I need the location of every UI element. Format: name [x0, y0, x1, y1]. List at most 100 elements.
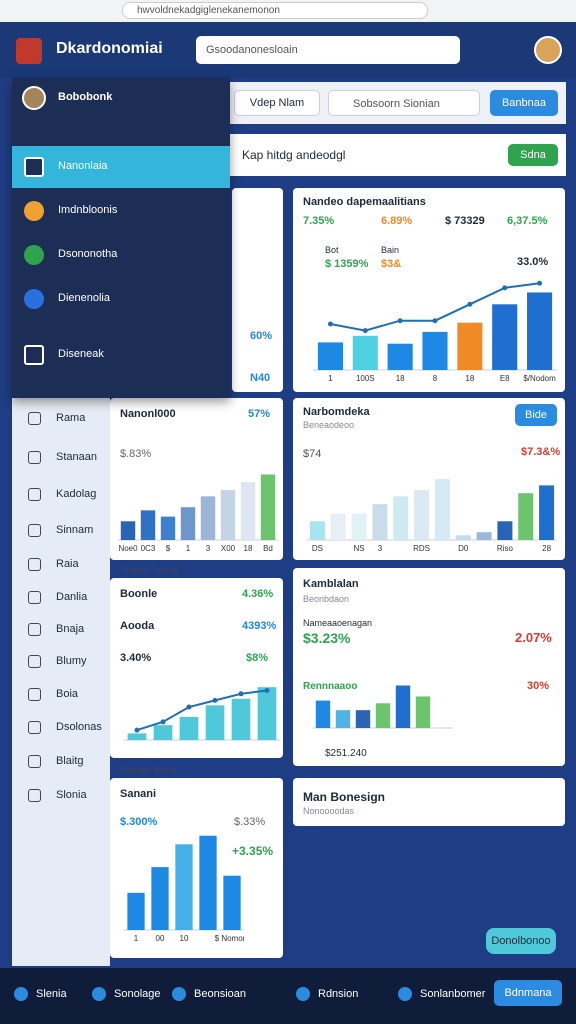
- row-label: Aooda: [120, 620, 155, 632]
- menu-item[interactable]: Dsononotha: [12, 234, 230, 276]
- x-tick-label: 18: [244, 544, 253, 553]
- sidebar-item[interactable]: Boia: [12, 683, 110, 707]
- section-label: Nanooo Bains: [120, 765, 177, 775]
- x-tick-label: D0: [458, 544, 469, 553]
- x-tick-label: 28: [542, 544, 551, 553]
- bar: [497, 521, 513, 540]
- sidebar-icon: [28, 558, 41, 571]
- row-value: 4.36%: [242, 588, 274, 600]
- nav-item[interactable]: Sonlanbomer: [398, 984, 488, 1004]
- note: $3&: [381, 258, 402, 270]
- sidebar-icon: [28, 789, 41, 802]
- view-button[interactable]: Vdep Nlam: [234, 90, 320, 116]
- menu-label: Dsononotha: [58, 248, 118, 260]
- sidebar-item[interactable]: Slonia: [12, 784, 110, 808]
- sidebar-label: Slonia: [56, 789, 87, 801]
- action-label: Banbnaa: [501, 97, 547, 109]
- row: Nameaaoenagan: [303, 618, 373, 628]
- heading: Kap hitdg andeodgl: [242, 148, 346, 162]
- bar: [518, 493, 534, 540]
- x-tick-label: $/Nodom: [523, 374, 556, 383]
- x-tick-label: E8: [500, 374, 510, 383]
- nav-icon: [92, 987, 106, 1001]
- nav-icon: [296, 987, 310, 1001]
- heading-button[interactable]: Sdna: [508, 144, 558, 166]
- note: 33.0%: [517, 256, 549, 268]
- sidebar-icon: [28, 488, 41, 501]
- nav-item[interactable]: Rdnsion: [296, 984, 386, 1004]
- sidebar-item[interactable]: Rama: [12, 407, 110, 431]
- menu-avatar: [22, 86, 46, 110]
- bar: [199, 835, 217, 930]
- stat: $7.3&%: [521, 446, 561, 458]
- url: hwvoldnekadgiglenekanemonon: [137, 5, 280, 16]
- nav-item[interactable]: Beonsioan: [172, 984, 262, 1004]
- search-box[interactable]: Gsoodanonesloain: [196, 36, 460, 64]
- view-label: Vdep Nlam: [249, 97, 305, 109]
- line-point: [397, 318, 403, 324]
- x-tick-label: 3: [206, 544, 211, 553]
- line-point: [502, 285, 508, 291]
- menu-item[interactable]: Imdnbloonis: [12, 190, 230, 232]
- menu-icon: [24, 245, 44, 265]
- x-tick-label: $: [166, 544, 171, 553]
- heading-button-label: Sdna: [520, 149, 546, 161]
- sidebar-item[interactable]: Blaitg: [12, 750, 110, 774]
- nav-item[interactable]: Sonolage: [92, 984, 182, 1004]
- card-title: Sanani: [120, 788, 157, 800]
- bar: [330, 513, 346, 540]
- bar: [387, 343, 413, 370]
- float-button[interactable]: Donolbonoo: [486, 928, 556, 954]
- stat: 60%: [250, 330, 273, 342]
- card-title: Nanonl000: [120, 408, 176, 420]
- row: 2.07%: [515, 630, 552, 645]
- logo: [16, 38, 42, 64]
- sidebar-item[interactable]: Bnaja: [12, 618, 110, 642]
- sidebar-item[interactable]: Kadolag: [12, 483, 110, 507]
- menu-item[interactable]: Dienenolia: [12, 278, 230, 320]
- card: Boonle 4.36% Aooda 4393% 3.40% $8%: [110, 578, 283, 758]
- stat: N40: [250, 372, 271, 384]
- bar: [434, 479, 450, 540]
- sidebar-label: Rama: [56, 412, 86, 424]
- chart: 1 00 10 $ Nomom: [124, 835, 244, 943]
- row-label: 3.40%: [120, 652, 152, 664]
- bar: [160, 516, 176, 540]
- sidebar-icon: [28, 412, 41, 425]
- nav-label: Rdnsion: [318, 988, 359, 1000]
- bar: [153, 725, 173, 740]
- x-tick-label: $ Nomom: [215, 934, 244, 943]
- bar: [257, 687, 277, 740]
- bar: [414, 490, 430, 540]
- avatar[interactable]: [534, 36, 562, 64]
- card-button[interactable]: Bide: [515, 404, 557, 426]
- sidebar-item[interactable]: Blumy: [12, 650, 110, 674]
- nav-button[interactable]: Bdnmana: [494, 980, 562, 1006]
- sidebar-item[interactable]: Raia: [12, 553, 110, 577]
- url-box[interactable]: hwvoldnekadgiglenekanemonon: [122, 2, 428, 19]
- card-title: Man Bonesign: [303, 790, 386, 804]
- nav-icon: [172, 987, 186, 1001]
- sidebar-item[interactable]: Dsolonas: [12, 716, 110, 740]
- bar: [395, 685, 411, 728]
- nav-item[interactable]: Slenia: [14, 984, 104, 1004]
- toolbar-search[interactable]: Sobsoorn Sionian: [328, 90, 480, 116]
- sidebar-label: Blumy: [56, 655, 87, 667]
- menu-item[interactable]: Diseneak: [12, 334, 230, 376]
- card-button-label: Bide: [524, 409, 548, 421]
- menu-item[interactable]: Nanonlaia: [12, 146, 230, 188]
- sidebar-icon: [28, 688, 41, 701]
- stat: $74: [303, 448, 322, 460]
- bar: [527, 292, 553, 370]
- x-tick-label: RDS: [413, 544, 430, 553]
- action-button[interactable]: Banbnaa: [490, 90, 558, 116]
- nav-icon: [398, 987, 412, 1001]
- section-label: Nonoer Dooos: [120, 565, 179, 575]
- bar: [180, 507, 196, 540]
- note: $ 1359%: [325, 258, 369, 270]
- sidebar-item[interactable]: Sinnam: [12, 519, 110, 543]
- x-tick-label: 1: [134, 934, 139, 943]
- sidebar-item[interactable]: Stanaan: [12, 446, 110, 470]
- sidebar-item[interactable]: Danlia: [12, 586, 110, 610]
- x-tick-label: 18: [396, 374, 405, 383]
